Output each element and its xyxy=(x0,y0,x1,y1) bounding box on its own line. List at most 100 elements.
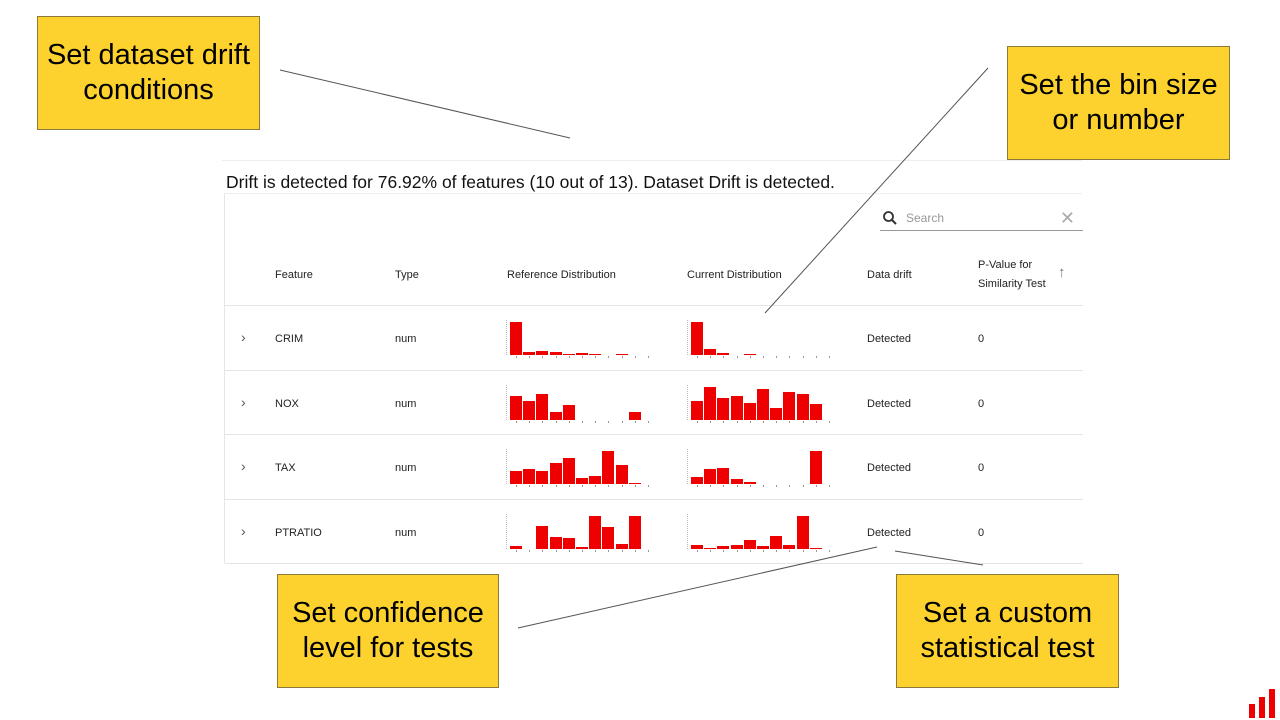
sort-arrow-up-icon[interactable]: ↑ xyxy=(1058,264,1066,281)
histogram-tick xyxy=(723,420,725,423)
column-pvalue-line2[interactable]: Similarity Test xyxy=(978,278,1046,290)
histogram-axis xyxy=(506,513,507,549)
search-icon xyxy=(883,211,897,225)
table-row[interactable]: › CRIM num Detected 0 xyxy=(225,306,1083,371)
histogram-tick xyxy=(789,356,791,358)
histogram-tick xyxy=(763,549,764,552)
histogram-bar xyxy=(523,352,536,355)
histogram-tick xyxy=(829,356,830,358)
histogram-tick xyxy=(763,356,764,358)
reference-histogram xyxy=(506,320,656,358)
histogram-bar xyxy=(783,392,796,420)
histogram-bar xyxy=(809,403,822,420)
histogram-bar xyxy=(589,475,602,484)
expand-chevron-icon[interactable]: › xyxy=(241,458,246,474)
histogram-tick xyxy=(542,420,544,423)
feature-name: CRIM xyxy=(275,333,304,345)
expand-chevron-icon[interactable]: › xyxy=(241,522,246,539)
histogram-bar xyxy=(523,401,536,420)
histogram-tick xyxy=(529,485,531,487)
histogram-bar xyxy=(757,388,769,420)
histogram-tick xyxy=(648,549,649,552)
expand-chevron-icon[interactable]: › xyxy=(241,393,246,410)
histogram-bar xyxy=(717,546,730,549)
feature-name: NOX xyxy=(275,397,299,410)
histogram-tick xyxy=(582,420,583,423)
histogram-bar xyxy=(562,354,575,355)
histogram-tick xyxy=(582,549,583,552)
histogram-tick xyxy=(634,420,636,423)
histogram-bar xyxy=(589,515,602,549)
histogram-tick xyxy=(555,485,557,487)
column-drift[interactable]: Data drift xyxy=(867,269,912,281)
column-current: Current Distribution xyxy=(687,269,782,281)
histogram-bar xyxy=(757,545,769,549)
histogram-tick xyxy=(634,485,636,487)
table-row[interactable]: › NOX num Detected 0 xyxy=(225,371,1083,435)
histogram-tick xyxy=(710,485,712,487)
histogram-bar xyxy=(576,353,588,355)
histogram-tick xyxy=(763,485,764,487)
column-feature[interactable]: Feature xyxy=(275,269,313,281)
histogram-tick xyxy=(789,549,791,552)
histogram-bar xyxy=(523,469,536,484)
reference-histogram xyxy=(506,384,656,423)
callout-dataset-drift: Set dataset drift conditions xyxy=(37,16,260,130)
histogram-bar xyxy=(796,515,809,549)
histogram-bar xyxy=(602,451,615,484)
histogram-tick xyxy=(568,420,570,423)
histogram-tick xyxy=(621,485,623,487)
reference-histogram xyxy=(506,513,656,552)
histogram-tick xyxy=(736,549,738,552)
feature-name: PTRATIO xyxy=(275,526,322,539)
histogram-bar xyxy=(770,408,783,420)
histogram-tick xyxy=(802,420,804,423)
histogram-axis xyxy=(687,384,688,420)
histogram-bar xyxy=(809,547,822,549)
current-histogram xyxy=(687,449,837,487)
histogram-bar xyxy=(691,545,703,549)
column-type[interactable]: Type xyxy=(395,269,419,281)
histogram-bar xyxy=(589,354,602,355)
histogram-bar xyxy=(615,354,628,355)
histogram-bar xyxy=(562,538,575,549)
histogram-tick xyxy=(621,420,623,423)
histogram-tick xyxy=(697,420,698,423)
histogram-tick xyxy=(815,549,817,552)
histogram-tick xyxy=(697,549,698,552)
histogram-tick xyxy=(802,549,804,552)
histogram-bar xyxy=(549,462,562,484)
histogram-bar xyxy=(796,393,809,420)
histogram-bar xyxy=(615,544,628,549)
column-pvalue[interactable]: P-Value for xyxy=(978,259,1033,271)
histogram-bar xyxy=(510,471,522,484)
histogram-tick xyxy=(736,485,738,487)
histogram-tick xyxy=(710,549,712,552)
expand-chevron-icon[interactable]: › xyxy=(241,329,246,345)
histogram-bar xyxy=(730,396,743,420)
histogram-tick xyxy=(582,485,583,487)
search-input[interactable]: Search ✕ xyxy=(880,206,1083,231)
histogram-bar xyxy=(743,354,756,355)
drift-status: Detected xyxy=(867,526,912,539)
histogram-tick xyxy=(697,485,698,487)
histogram-tick xyxy=(555,356,557,358)
histogram-tick xyxy=(829,549,830,552)
histogram-tick xyxy=(516,549,517,552)
histogram-bar xyxy=(510,322,522,355)
histogram-tick xyxy=(529,549,531,552)
column-reference: Reference Distribution xyxy=(507,269,616,281)
table-row[interactable]: › TAX num Detected 0 xyxy=(225,435,1083,500)
table-row[interactable]: › PTRATIO num Detected 0 xyxy=(225,500,1083,564)
histogram-tick xyxy=(529,420,531,423)
histogram-bar xyxy=(704,469,717,484)
histogram-tick xyxy=(789,420,791,423)
histogram-tick xyxy=(736,356,738,358)
histogram-bar xyxy=(628,515,641,549)
divider xyxy=(222,160,1082,161)
histogram-tick xyxy=(648,420,649,423)
p-value: 0 xyxy=(978,526,985,539)
histogram-bar xyxy=(576,478,588,484)
histogram-bar xyxy=(809,451,822,484)
clear-search-icon[interactable]: ✕ xyxy=(1059,208,1075,228)
